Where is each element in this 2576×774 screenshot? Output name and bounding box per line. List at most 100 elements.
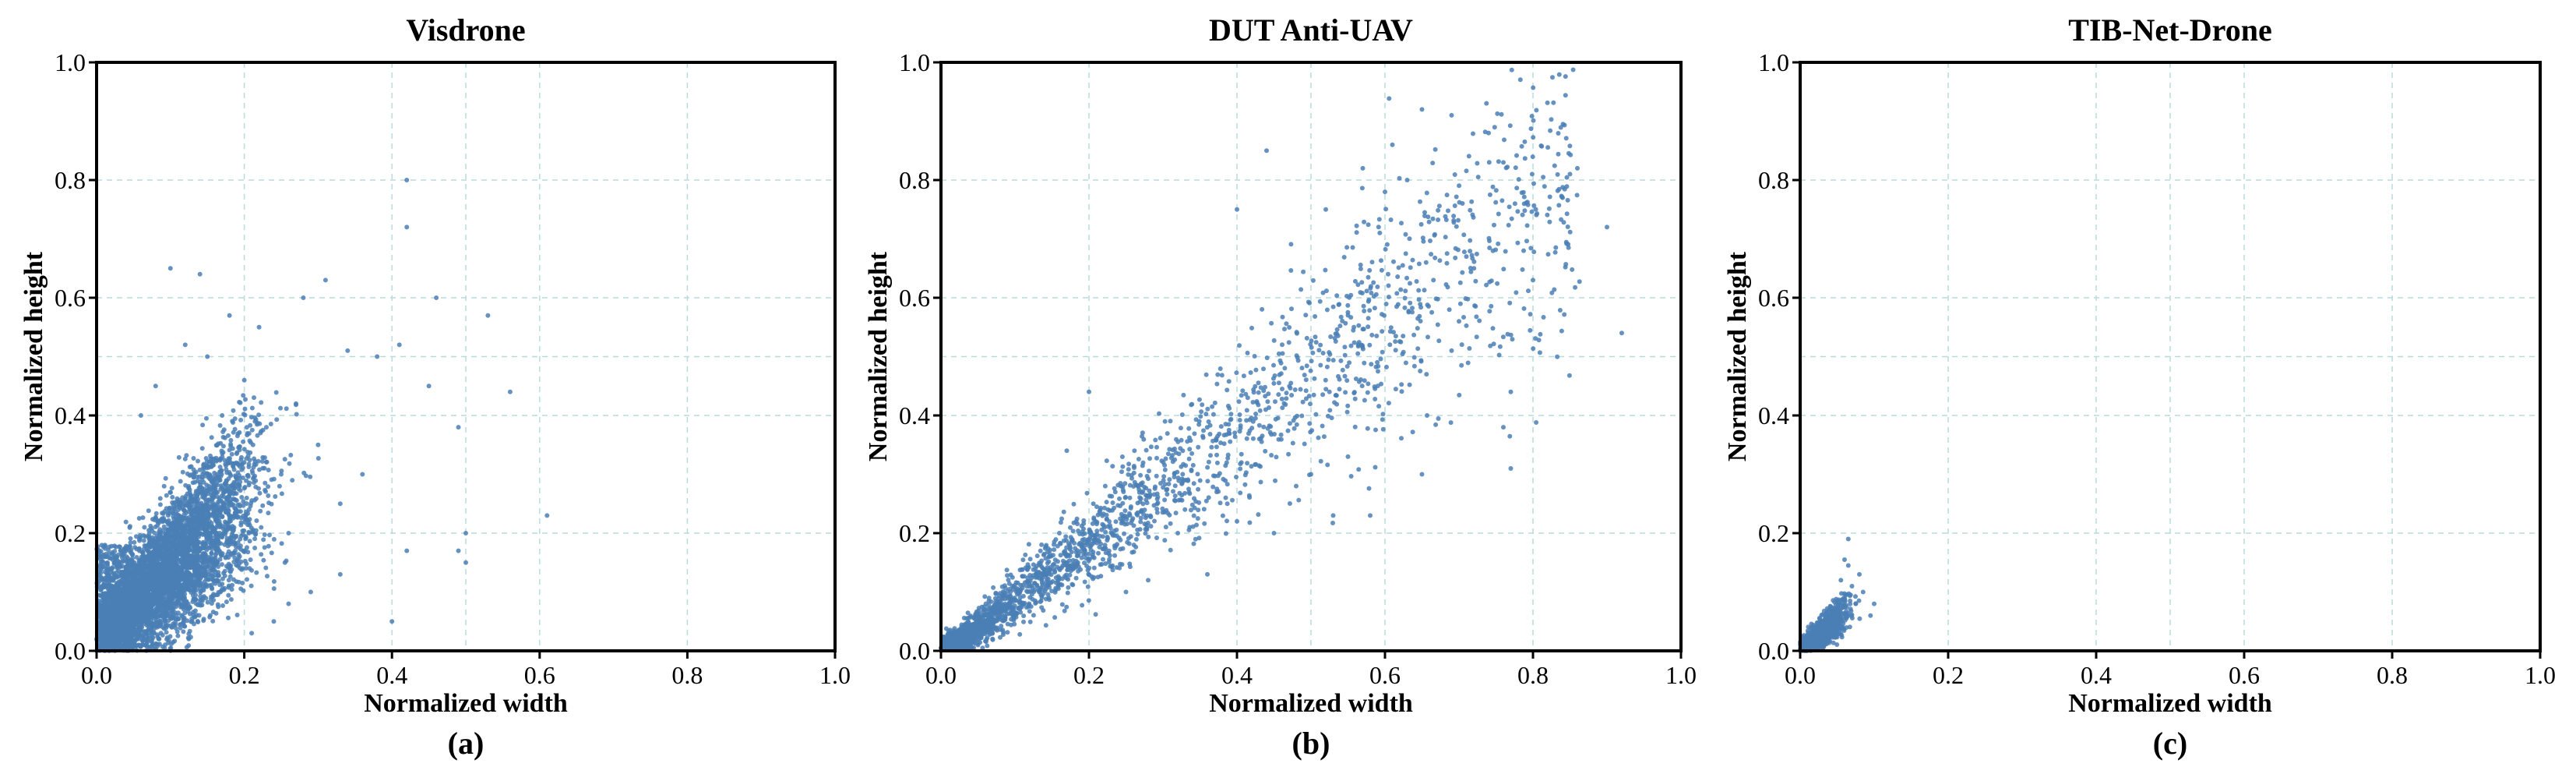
data-point — [181, 542, 187, 547]
data-point — [151, 630, 157, 635]
data-point — [301, 470, 307, 475]
data-point — [115, 581, 120, 587]
data-point — [183, 493, 189, 499]
data-point — [224, 599, 229, 605]
data-point — [158, 620, 164, 626]
data-point — [140, 562, 145, 567]
x-tick-label: 0.6 — [524, 661, 555, 689]
data-point — [265, 574, 270, 579]
data-point — [189, 522, 195, 528]
data-point — [170, 560, 175, 565]
data-point — [247, 566, 252, 571]
x-axis-label: Normalized width — [364, 689, 568, 718]
data-point — [172, 528, 178, 533]
data-point — [222, 568, 227, 574]
y-tick-label: 1.0 — [55, 48, 86, 76]
data-point — [216, 513, 221, 518]
data-point — [164, 630, 169, 635]
data-point — [253, 484, 259, 489]
data-point — [426, 383, 432, 389]
data-point — [196, 489, 200, 493]
data-point — [173, 593, 178, 599]
data-point — [181, 624, 187, 629]
data-point — [197, 467, 203, 472]
data-point — [170, 550, 175, 555]
data-point — [273, 390, 279, 395]
data-point — [178, 501, 184, 506]
data-point — [266, 484, 271, 489]
data-point — [176, 507, 181, 512]
data-point — [286, 601, 291, 606]
data-point — [196, 540, 200, 546]
data-point — [121, 558, 125, 564]
data-point — [166, 581, 171, 587]
data-point — [180, 563, 185, 568]
data-point — [213, 547, 219, 553]
data-point — [231, 467, 237, 472]
data-point — [396, 342, 402, 348]
data-point — [126, 623, 132, 628]
data-point — [216, 578, 221, 584]
data-point — [185, 553, 189, 559]
data-point — [103, 591, 107, 596]
data-point — [114, 623, 119, 628]
data-point — [203, 530, 208, 535]
data-point — [253, 496, 259, 501]
data-point — [245, 577, 249, 582]
data-point — [136, 625, 142, 631]
data-point — [180, 548, 185, 553]
data-point — [160, 555, 166, 560]
data-point — [167, 593, 171, 599]
scatter-points — [94, 178, 550, 653]
data-point — [235, 514, 241, 519]
data-point — [140, 557, 146, 562]
data-point — [111, 587, 116, 592]
data-point — [194, 584, 199, 589]
data-point — [118, 571, 124, 577]
data-point — [240, 465, 245, 471]
data-point — [226, 476, 231, 481]
data-point — [181, 606, 186, 612]
data-point — [404, 224, 410, 230]
data-point — [152, 589, 157, 595]
data-point — [308, 589, 313, 595]
data-point — [162, 509, 167, 514]
data-point — [146, 633, 152, 638]
data-point — [228, 437, 234, 443]
data-point — [209, 550, 214, 556]
data-point — [182, 530, 188, 535]
data-point — [217, 422, 223, 428]
data-point — [121, 593, 126, 599]
data-point — [184, 515, 189, 521]
data-point — [176, 454, 181, 460]
data-point — [220, 576, 225, 581]
data-point — [157, 597, 163, 603]
data-point — [456, 548, 461, 553]
data-point — [1189, 451, 1195, 456]
data-point — [227, 447, 232, 453]
data-point — [157, 589, 163, 595]
data-point — [211, 456, 217, 461]
data-point — [199, 553, 205, 558]
data-point — [226, 592, 231, 598]
data-point — [250, 470, 255, 475]
data-point — [108, 607, 114, 613]
data-point — [117, 597, 122, 603]
data-point — [282, 457, 287, 462]
data-point — [143, 642, 149, 648]
data-point — [202, 522, 207, 527]
data-point — [262, 545, 267, 550]
data-point — [223, 528, 228, 533]
data-point — [136, 546, 142, 552]
data-point — [155, 612, 160, 617]
data-point — [140, 636, 146, 641]
data-point — [195, 574, 200, 579]
data-point — [186, 643, 192, 649]
data-point — [158, 631, 164, 636]
data-point — [232, 416, 238, 422]
data-point — [200, 422, 206, 428]
data-point — [262, 455, 267, 461]
data-point — [148, 644, 153, 649]
data-point — [249, 405, 255, 411]
data-point — [174, 514, 179, 519]
